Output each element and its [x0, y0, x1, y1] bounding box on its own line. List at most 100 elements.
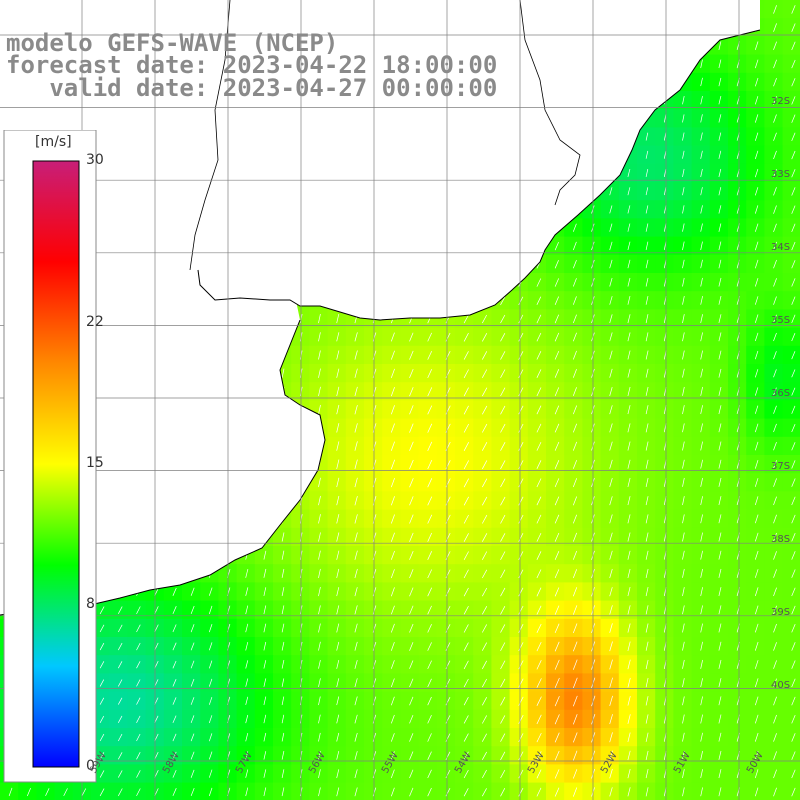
wind-arrow: [318, 714, 321, 724]
wind-arrow: [390, 641, 395, 651]
wind-arrow: [627, 477, 631, 487]
wind-arrow: [372, 751, 377, 760]
field-cell: [582, 327, 602, 347]
field-cell: [582, 345, 602, 365]
wind-arrow: [754, 441, 759, 451]
field-cell: [691, 673, 711, 693]
field-cell: [200, 782, 219, 800]
field-cell: [709, 709, 729, 729]
field-cell: [327, 728, 347, 747]
field-cell: [637, 473, 656, 492]
wind-arrow: [682, 623, 685, 633]
wind-arrow: [609, 241, 613, 251]
field-cell: [673, 582, 693, 602]
field-cell: [127, 709, 147, 729]
field-cell: [327, 418, 347, 438]
field-cell: [418, 491, 438, 511]
wind-arrow: [245, 678, 249, 687]
wind-arrow: [409, 605, 414, 615]
wind-arrow: [754, 168, 759, 178]
field-cell: [637, 309, 656, 329]
wind-arrow: [26, 787, 31, 797]
field-cell: [473, 546, 492, 565]
field-cell: [327, 455, 347, 474]
field-cell: [691, 728, 711, 747]
wind-arrow: [354, 550, 358, 560]
field-cell: [582, 364, 602, 383]
field-cell: [728, 163, 747, 183]
wind-arrow: [500, 333, 506, 342]
wind-arrow: [627, 696, 631, 706]
field-cell: [782, 709, 800, 729]
field-cell: [600, 527, 620, 547]
field-cell: [254, 782, 274, 800]
field-cell: [746, 72, 765, 92]
field-cell: [182, 655, 201, 674]
wind-arrow: [409, 623, 414, 633]
wind-arrow: [645, 368, 649, 378]
wind-arrow: [773, 605, 777, 615]
field-cell: [364, 564, 383, 583]
field-cell: [364, 618, 383, 638]
wind-arrow: [791, 260, 796, 269]
field-cell: [746, 36, 765, 56]
field-cell: [400, 618, 420, 638]
field-cell: [291, 527, 310, 547]
field-cell: [436, 345, 456, 365]
field-cell: [691, 455, 711, 474]
field-cell: [618, 291, 638, 310]
field-cell: [637, 455, 656, 474]
wind-arrow: [318, 678, 321, 687]
wind-arrow: [354, 678, 358, 688]
wind-arrow: [536, 551, 542, 560]
wind-arrow: [536, 278, 542, 287]
field-cell: [382, 600, 401, 620]
wind-arrow: [336, 368, 340, 378]
wind-arrow: [172, 587, 177, 596]
field-cell: [637, 364, 656, 383]
wind-arrow: [700, 696, 703, 706]
wind-arrow: [773, 478, 777, 487]
wind-arrow: [718, 387, 722, 396]
wind-arrow: [682, 787, 685, 797]
wind-arrow: [172, 624, 177, 633]
wind-arrow: [791, 514, 796, 524]
wind-arrow: [645, 477, 649, 487]
field-cell: [673, 91, 693, 110]
field-cell: [127, 637, 147, 656]
wind-arrow: [281, 605, 285, 615]
wind-arrow: [390, 496, 395, 506]
wind-arrow: [791, 351, 796, 360]
field-cell: [436, 618, 456, 638]
field-cell: [309, 327, 329, 347]
field-cell: [600, 400, 620, 420]
wind-arrow: [773, 351, 777, 360]
wind-arrow: [208, 715, 213, 724]
wind-arrow: [554, 569, 560, 579]
wind-arrow: [700, 296, 703, 305]
field-cell: [163, 782, 183, 800]
wind-arrow: [481, 351, 488, 360]
wind-arrow: [627, 532, 631, 542]
wind-arrow: [754, 369, 759, 378]
field-cell: [182, 728, 201, 747]
field-cell: [582, 746, 602, 765]
field-cell: [728, 109, 747, 128]
wind-arrow: [536, 441, 542, 451]
field-cell: [782, 491, 800, 511]
field-cell: [163, 637, 183, 656]
wind-arrow: [536, 296, 542, 305]
wind-arrow: [609, 732, 613, 743]
wind-arrow: [700, 405, 703, 415]
wind-arrow: [627, 659, 631, 670]
wind-arrow: [245, 696, 249, 705]
field-cell: [782, 509, 800, 529]
wind-arrow: [773, 332, 777, 342]
wind-arrow: [409, 678, 414, 688]
wind-arrow: [645, 259, 649, 269]
field-cell: [655, 273, 674, 292]
field-cell: [746, 91, 765, 110]
wind-arrow: [500, 387, 506, 397]
wind-arrow: [718, 332, 722, 342]
field-cell: [637, 200, 656, 219]
